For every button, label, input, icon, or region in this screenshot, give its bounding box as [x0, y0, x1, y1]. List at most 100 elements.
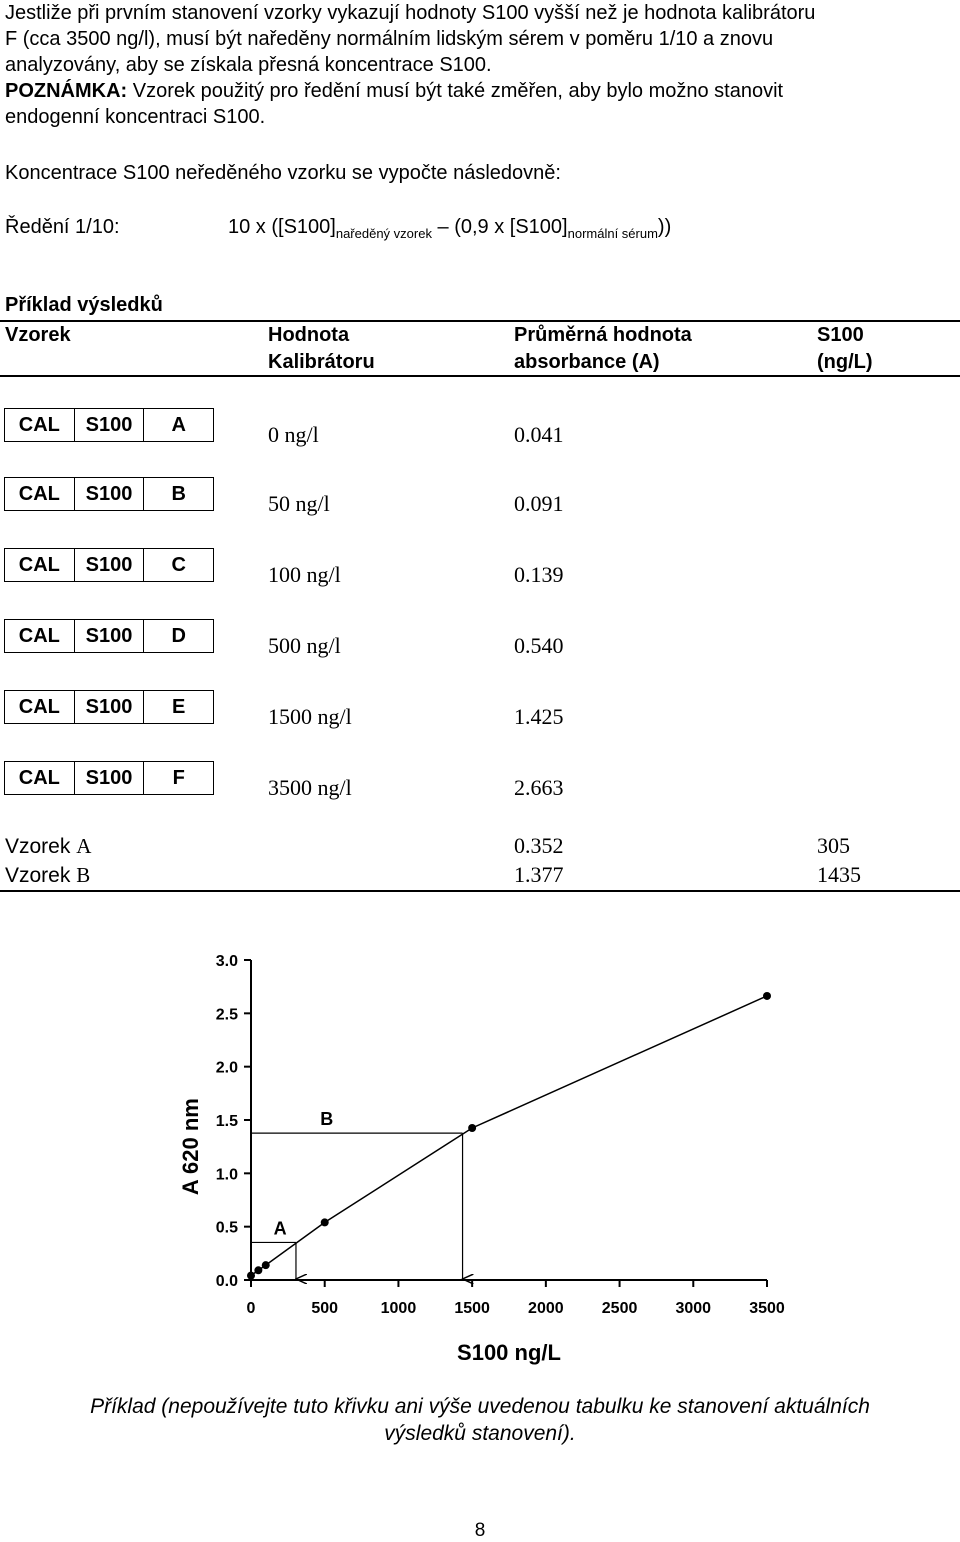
cal-box-cal: CAL: [5, 478, 75, 510]
cal-box-s100: S100: [75, 549, 145, 581]
formula-part-1: 10 x ([S100]: [228, 216, 336, 238]
y-tick-label: 1.0: [216, 1166, 238, 1183]
formula-part-3: )): [657, 216, 672, 238]
cal-box: CAL S100 C: [4, 548, 214, 582]
cal-value: 3500 ng/l: [268, 775, 352, 800]
calibrator-point: [254, 1266, 263, 1275]
table-bottom-rule: [0, 890, 960, 892]
dilution-formula: 10 x ([S100]naředěný vzorek – (0,9 x [S1…: [228, 214, 671, 242]
chart-caption: Příklad (nepoužívejte tuto křivku ani vý…: [0, 1393, 960, 1447]
x-tick-label: 1000: [381, 1300, 417, 1317]
x-tick-label: 500: [311, 1300, 338, 1317]
y-tick-label: 3.0: [216, 953, 238, 970]
calibration-curve: [250, 995, 768, 1277]
cal-box-level: F: [172, 766, 185, 789]
formula-part-2: – (0,9 x [S100]: [431, 216, 568, 238]
cal-absorbance: 0.540: [514, 633, 564, 658]
sample-label-text: Vzorek: [5, 835, 77, 858]
y-tick-label: 1.5: [216, 1113, 238, 1130]
cal-box-cal: CAL: [5, 762, 75, 794]
sample-s100: 1435: [817, 862, 861, 887]
cal-box-s100: S100: [75, 620, 145, 652]
cal-absorbance: 2.663: [514, 775, 564, 800]
header-s100-line-1: S100: [817, 324, 864, 346]
y-tick-label: 2.0: [216, 1060, 238, 1077]
header-cal-value-line-1: Hodnota: [268, 324, 350, 346]
calibration-chart: 0 500 1000 1500 2000 2500 3000 3500 0.0 0.5 1.0 1.5…: [178, 953, 785, 1365]
cal-value: 50 ng/l: [268, 491, 330, 516]
cal-value: 100 ng/l: [268, 562, 341, 587]
calc-sentence: Koncentrace S100 neředěného vzorku se vy…: [5, 162, 561, 184]
sample-absorbance: 1.377: [514, 862, 564, 887]
note-line-2: endogenní koncentraci S100.: [5, 106, 266, 128]
x-tick-label: 3000: [675, 1300, 711, 1317]
header-cal-value: Hodnota Kalibrátoru: [268, 322, 375, 376]
annotation-label: B: [320, 1109, 333, 1129]
sample-label: Vzorek B: [5, 862, 90, 889]
intro-paragraph: Jestliže při prvním stanovení vzorky vyk…: [5, 0, 955, 130]
y-tick-label: 2.5: [216, 1006, 238, 1023]
intro-line-2: F (cca 3500 ng/l), musí být naředěny nor…: [5, 28, 774, 50]
y-axis-label: A 620 nm: [178, 1098, 203, 1195]
calibrator-point: [468, 1124, 477, 1132]
chart-caption-line-2: výsledků stanovení).: [384, 1422, 576, 1445]
x-tick-label: 1500: [454, 1300, 490, 1317]
note-line-1: POZNÁMKA: Vzorek použitý pro ředění musí…: [5, 78, 955, 104]
cal-box-cal: CAL: [5, 691, 75, 723]
y-tick-label: 0.5: [216, 1220, 238, 1237]
header-s100-line-2: (ng/L): [817, 351, 873, 373]
cal-box-s100: S100: [75, 762, 145, 794]
cal-box: CAL S100 D: [4, 619, 214, 653]
header-abs-line-2: absorbance (A): [514, 351, 660, 373]
sample-absorbance: 0.352: [514, 833, 564, 858]
cal-absorbance: 0.091: [514, 491, 564, 516]
cal-box-level: B: [171, 482, 186, 505]
calibrator-point: [261, 1261, 270, 1270]
sample-label: Vzorek A: [5, 833, 91, 860]
formula-sub-2: normální sérum: [567, 226, 658, 241]
cal-box-level: A: [171, 413, 186, 436]
cal-box-level: E: [172, 695, 186, 718]
sample-label-letter: A: [76, 834, 92, 858]
cal-value: 1500 ng/l: [268, 704, 352, 729]
cal-absorbance: 0.041: [514, 422, 564, 447]
annotation-label: A: [274, 1218, 287, 1238]
sample-label-text: Vzorek: [5, 864, 77, 887]
cal-box: CAL S100 F: [4, 761, 214, 795]
sample-s100: 305: [817, 833, 850, 858]
results-title: Příklad výsledků: [5, 294, 163, 316]
x-tick-label: 2500: [602, 1300, 638, 1317]
cal-box-s100: S100: [75, 478, 145, 510]
cal-value: 500 ng/l: [268, 633, 341, 658]
table-top-rule: [0, 320, 960, 322]
sample-label-letter: B: [76, 863, 91, 887]
cal-box: CAL S100 B: [4, 477, 214, 511]
x-tick-label: 2000: [528, 1300, 564, 1317]
cal-box-level: D: [171, 624, 186, 647]
cal-value: 0 ng/l: [268, 422, 319, 447]
header-absorbance: Průměrná hodnota absorbance (A): [514, 322, 692, 376]
y-tick-label: 0.0: [216, 1273, 238, 1290]
x-axis-label: S100 ng/L: [457, 1340, 561, 1365]
table-header-rule: [0, 375, 960, 377]
cal-box-cal: CAL: [5, 620, 75, 652]
header-cal-value-line-2: Kalibrátoru: [268, 351, 375, 373]
cal-absorbance: 1.425: [514, 704, 564, 729]
header-sample: Vzorek: [5, 324, 71, 346]
cal-box-level: C: [171, 553, 186, 576]
cal-box-s100: S100: [75, 691, 145, 723]
header-abs-line-1: Průměrná hodnota: [514, 324, 692, 346]
calibrator-point: [320, 1218, 329, 1227]
chart-caption-line-1: Příklad (nepoužívejte tuto křivku ani vý…: [90, 1395, 870, 1418]
cal-box-cal: CAL: [5, 409, 75, 441]
header-s100: S100 (ng/L): [817, 322, 873, 376]
note-label: POZNÁMKA:: [5, 80, 128, 102]
cal-box: CAL S100 A: [4, 408, 214, 442]
intro-line-3: analyzovány, aby se získala přesná konce…: [5, 54, 492, 76]
intro-line-1: Jestliže při prvním stanovení vzorky vyk…: [5, 2, 816, 24]
x-tick-label: 3500: [749, 1300, 785, 1317]
cal-box-s100: S100: [75, 409, 145, 441]
cal-absorbance: 0.139: [514, 562, 564, 587]
cal-box-cal: CAL: [5, 549, 75, 581]
note-text-1: Vzorek použitý pro ředění musí být také …: [127, 80, 784, 102]
